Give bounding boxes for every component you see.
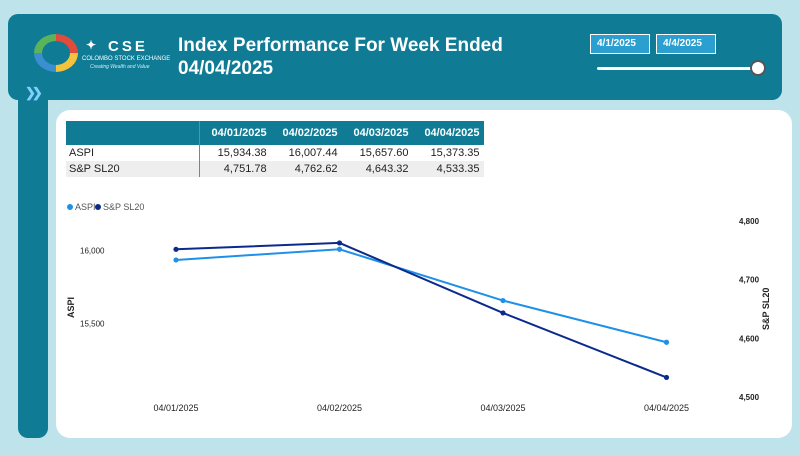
table-cell: 4,762.62 — [270, 161, 342, 177]
left-axis-tick-label: 15,500 — [80, 320, 105, 329]
right-axis-tick-label: 4,800 — [739, 217, 760, 226]
table-header-cell: 04/02/2025 — [270, 121, 342, 145]
legend-marker — [67, 204, 73, 210]
anniversary-logo-icon — [34, 34, 78, 72]
x-axis-tick-label: 04/02/2025 — [317, 403, 362, 413]
data-point — [173, 257, 179, 263]
table-cell: 15,657.60 — [359, 147, 409, 159]
table-row: ASPI 15,934.38 16,007.44 15,657.60 15,37… — [66, 145, 484, 161]
left-axis-tick-label: 16,000 — [80, 246, 105, 255]
right-axis-tick-label: 4,600 — [739, 334, 760, 343]
cse-logo-name: COLOMBO STOCK EXCHANGE — [82, 56, 171, 62]
right-axis-title: S&P SL20 — [761, 288, 771, 330]
legend-label: S&P SL20 — [103, 202, 144, 212]
table-cell: 15,934.38 — [217, 147, 267, 159]
date-range-slider-handle[interactable] — [750, 60, 766, 76]
table-cell: 15,373.35 — [430, 147, 480, 159]
side-panel — [18, 84, 48, 438]
data-point — [500, 310, 506, 316]
table-cell: 4,751.78 — [199, 161, 271, 177]
table-header-row: 04/01/2025 04/02/2025 04/03/2025 04/04/2… — [66, 121, 484, 145]
cse-logo-text: CSE — [108, 38, 148, 55]
series-line-sp-sl20 — [175, 241, 667, 379]
page-title: Index Performance For Week Ended 04/04/2… — [178, 34, 558, 80]
header-bar — [8, 14, 782, 100]
right-axis-tick-label: 4,700 — [739, 276, 760, 285]
data-point — [336, 246, 343, 252]
table-cell: 4,643.32 — [341, 161, 413, 177]
date-range-slider-track[interactable] — [597, 67, 757, 70]
cse-logo-tagline: Creating Wealth and Value — [90, 64, 150, 70]
page-title-line1: Index Performance For Week Ended — [178, 35, 503, 56]
table-cell: 4,533.35 — [412, 161, 484, 177]
cse-emblem-icon: ✦ — [86, 38, 97, 52]
x-axis-tick-label: 04/04/2025 — [644, 403, 689, 413]
data-point — [173, 246, 179, 252]
page-title-line2: 04/04/2025 — [178, 58, 274, 79]
data-point — [663, 339, 670, 345]
table-row-label: ASPI — [66, 145, 201, 161]
table-header-cell: 04/04/2025 — [412, 121, 484, 145]
right-axis-tick-label: 4,500 — [739, 393, 760, 402]
legend-marker — [95, 204, 101, 210]
date-from-input[interactable]: 4/1/2025 — [590, 34, 650, 54]
index-table: 04/01/2025 04/02/2025 04/03/2025 04/04/2… — [66, 121, 484, 177]
table-cell: 16,007.44 — [288, 147, 338, 159]
data-point — [500, 297, 506, 304]
table-row-label: S&P SL20 — [66, 161, 201, 177]
table-header-cell: 04/01/2025 — [199, 121, 271, 145]
date-to-input[interactable]: 4/4/2025 — [656, 34, 716, 54]
x-axis-tick-label: 04/01/2025 — [153, 403, 198, 413]
legend-label: ASPI — [75, 202, 96, 212]
series-line-aspi — [175, 248, 667, 344]
table-header-cell — [66, 121, 201, 145]
expand-panel-icon[interactable]: ❯❯ — [25, 85, 43, 100]
table-row: S&P SL20 4,751.78 4,762.62 4,643.32 4,53… — [66, 161, 484, 177]
data-point — [663, 374, 670, 381]
table-header-cell: 04/03/2025 — [341, 121, 413, 145]
left-axis-title: ASPI — [66, 297, 76, 318]
logo-area: ✦ CSE COLOMBO STOCK EXCHANGE Creating We… — [34, 34, 170, 74]
x-axis-tick-label: 04/03/2025 — [480, 403, 525, 413]
data-point — [336, 240, 343, 246]
